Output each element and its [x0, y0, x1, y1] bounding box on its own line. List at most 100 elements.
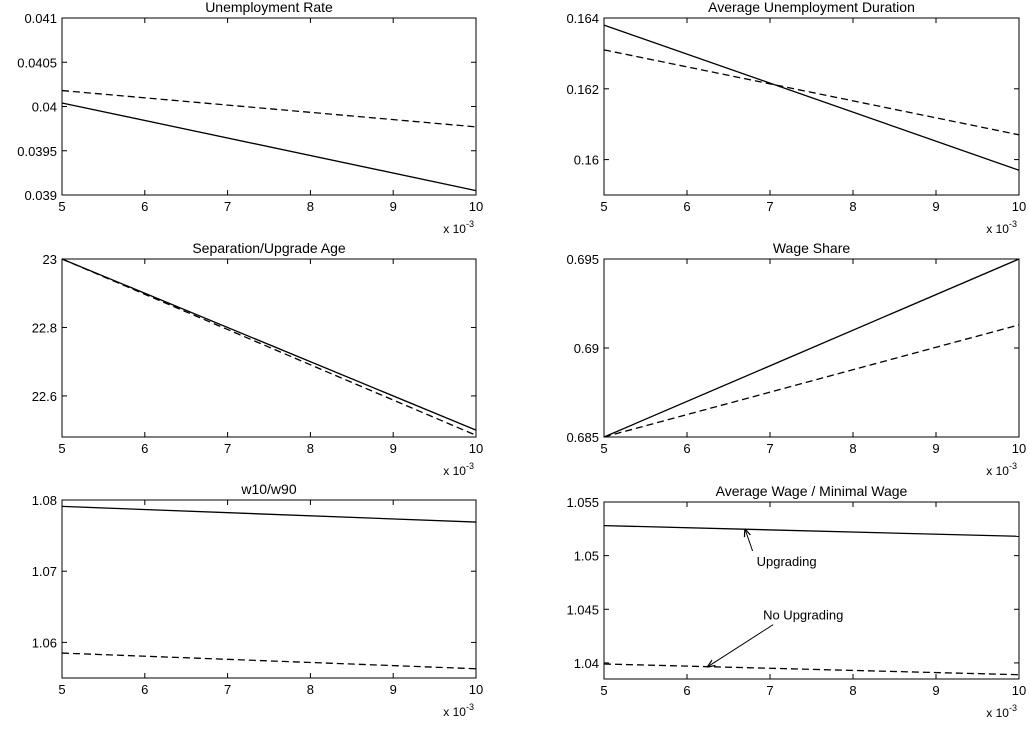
x-tick-label: 10 — [469, 682, 483, 697]
y-tick-label: 0.16 — [574, 153, 599, 168]
x-tick-label: 7 — [766, 199, 773, 214]
x-tick-label: 5 — [58, 682, 65, 697]
x-multiplier-exponent: -3 — [1009, 703, 1017, 713]
subplot-2: Average Unemployment Duration 5 6 7 8 9 10 0.16… — [566, 0, 1026, 236]
chart-title: Average Unemployment Duration — [708, 0, 915, 15]
x-multiplier-base: x 10 — [443, 222, 466, 236]
x-tick-label: 8 — [307, 441, 314, 456]
series-line-solid — [603, 258, 1020, 438]
chart-title: Wage Share — [773, 240, 851, 256]
x-tick-label: 7 — [766, 441, 773, 456]
x-tick-label: 6 — [683, 441, 690, 456]
y-tick-label: 0.164 — [566, 11, 599, 26]
series-line-dashed — [61, 258, 477, 436]
x-tick-label: 10 — [1012, 441, 1026, 456]
y-tick-label: 1.05 — [574, 549, 599, 564]
y-tick-label: 22.6 — [32, 389, 57, 404]
x-tick-label: 8 — [849, 683, 856, 698]
subplot-3: Separation/Upgrade Age 5 6 7 8 9 10 22.6 22.8 23 x… — [32, 240, 484, 478]
x-tick-label: 7 — [766, 683, 773, 698]
x-tick-label: 8 — [849, 441, 856, 456]
x-tick-label: 6 — [683, 199, 690, 214]
x-tick-label: 9 — [390, 682, 397, 697]
x-tick-label: 6 — [141, 441, 148, 456]
subplot-5: w10/w90 5 6 7 8 9 10 1.06 1.07 1.08 x 10-3 — [32, 481, 484, 719]
y-tick-label: 1.045 — [566, 602, 599, 617]
x-tick-label: 10 — [1012, 683, 1026, 698]
series-line-dashed — [603, 324, 1020, 438]
x-tick-label: 5 — [600, 683, 607, 698]
annotation-arrow — [708, 624, 774, 667]
y-tick-label: 22.8 — [32, 320, 57, 335]
x-multiplier: x 10-3 — [986, 461, 1017, 478]
x-multiplier-base: x 10 — [443, 705, 466, 719]
x-tick-label: 9 — [390, 441, 397, 456]
x-multiplier: x 10-3 — [443, 702, 474, 719]
x-multiplier-exponent: -3 — [466, 461, 474, 471]
y-tick-label: 0.041 — [24, 11, 57, 26]
x-multiplier-base: x 10 — [986, 706, 1009, 720]
x-tick-label: 10 — [469, 199, 483, 214]
series-line-solid — [61, 258, 477, 431]
x-multiplier-base: x 10 — [986, 222, 1009, 236]
x-tick-label: 10 — [1012, 199, 1026, 214]
x-tick-label: 8 — [849, 199, 856, 214]
x-multiplier: x 10-3 — [986, 703, 1017, 720]
chart-title: Separation/Upgrade Age — [192, 240, 346, 256]
y-tick-label: 1.08 — [32, 493, 57, 508]
x-multiplier-base: x 10 — [986, 464, 1009, 478]
x-tick-label: 6 — [683, 683, 690, 698]
x-tick-label: 5 — [600, 199, 607, 214]
axes-frame — [61, 17, 477, 196]
series-line-dashed — [603, 663, 1020, 676]
x-multiplier: x 10-3 — [443, 219, 474, 236]
series-line-solid — [603, 24, 1020, 171]
x-tick-label: 5 — [600, 441, 607, 456]
series-line-solid — [61, 505, 477, 523]
y-tick-label: 0.695 — [566, 252, 599, 267]
chart-title: w10/w90 — [240, 481, 296, 497]
y-tick-label: 0.039 — [24, 188, 57, 203]
y-tick-label: 1.04 — [574, 656, 599, 671]
x-tick-label: 9 — [932, 441, 939, 456]
series-line-dashed — [61, 89, 477, 128]
x-tick-label: 7 — [224, 682, 231, 697]
y-tick-label: 0.685 — [566, 430, 599, 445]
series-line-solid — [603, 524, 1020, 537]
series-line-dashed — [61, 652, 477, 670]
chart-title: Unemployment Rate — [205, 0, 333, 15]
chart-title: Average Wage / Minimal Wage — [716, 483, 908, 499]
y-tick-label: 1.06 — [32, 635, 57, 650]
series-line-solid — [61, 102, 477, 192]
axes-frame — [61, 258, 477, 438]
axes-frame — [603, 17, 1020, 196]
x-multiplier-exponent: -3 — [1009, 461, 1017, 471]
x-multiplier: x 10-3 — [443, 461, 474, 478]
x-tick-label: 9 — [932, 199, 939, 214]
x-tick-label: 6 — [141, 199, 148, 214]
annotation-label: Upgrading — [757, 554, 817, 569]
x-multiplier-base: x 10 — [443, 464, 466, 478]
y-tick-label: 0.0405 — [17, 55, 57, 70]
annotation-label: No Upgrading — [763, 608, 843, 623]
x-tick-label: 5 — [58, 199, 65, 214]
x-tick-label: 5 — [58, 441, 65, 456]
y-tick-label: 0.04 — [32, 100, 57, 115]
axes-frame — [603, 501, 1020, 680]
y-tick-label: 0.162 — [566, 82, 599, 97]
y-tick-label: 0.69 — [574, 341, 599, 356]
subplot-6: Average Wage / Minimal Wage 5 6 7 8 9 10 1.04 1.… — [566, 483, 1026, 720]
x-tick-label: 8 — [307, 682, 314, 697]
y-tick-label: 1.055 — [566, 495, 599, 510]
x-multiplier: x 10-3 — [986, 219, 1017, 236]
x-tick-label: 9 — [932, 683, 939, 698]
series-line-dashed — [603, 49, 1020, 136]
x-tick-label: 9 — [390, 199, 397, 214]
axes-frame — [61, 499, 477, 679]
x-multiplier-exponent: -3 — [1009, 219, 1017, 229]
subplot-4: Wage Share 5 6 7 8 9 10 0.685 0.69 0.695 x 10-3 — [566, 240, 1026, 478]
x-tick-label: 6 — [141, 682, 148, 697]
x-tick-label: 7 — [224, 441, 231, 456]
